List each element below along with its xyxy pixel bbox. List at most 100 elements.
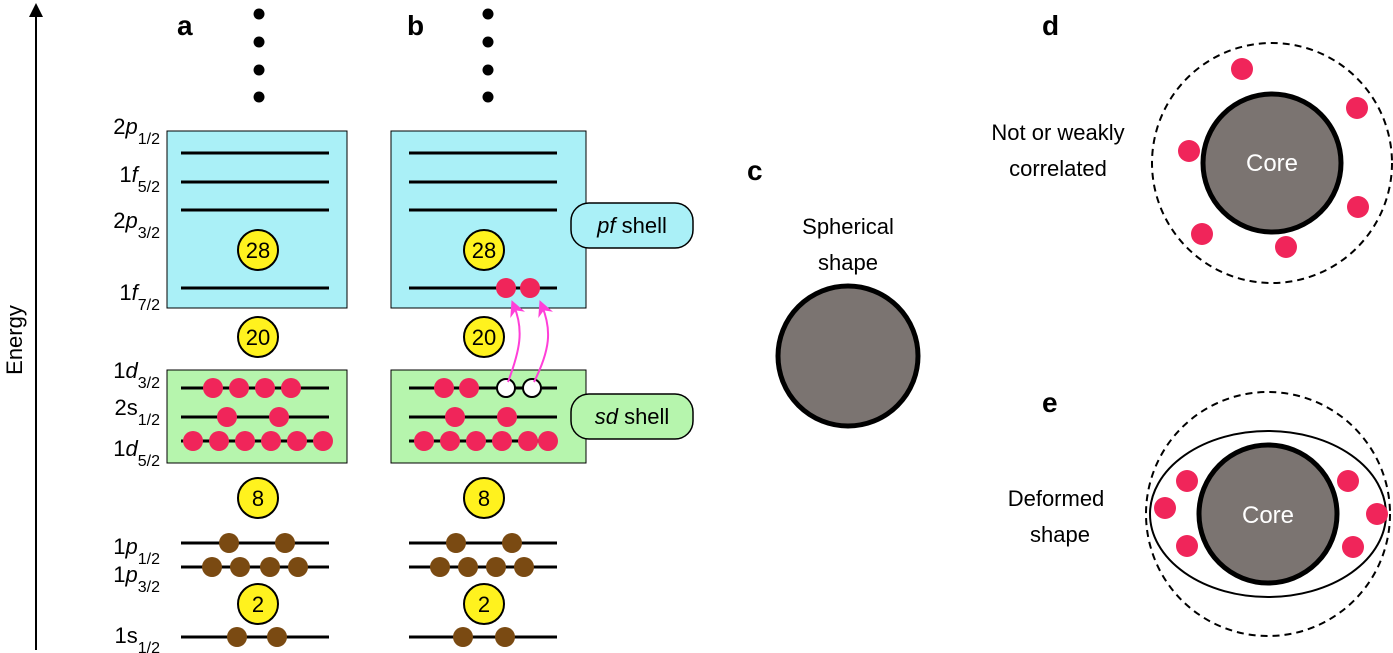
- core-nucleon: [514, 557, 534, 577]
- core-nucleon: [219, 533, 239, 553]
- core-nucleon: [430, 557, 450, 577]
- level-label-1p12: 1p1/2: [113, 534, 160, 568]
- excitation-arrow-1: [507, 300, 526, 383]
- continuation-dots-b: [482, 8, 494, 103]
- level-label-1f72: 1f7/2: [119, 280, 160, 314]
- valence-nucleon: [496, 278, 516, 298]
- valence-nucleon: [445, 407, 465, 427]
- core-nucleon: [495, 627, 515, 647]
- core-nucleon: [227, 627, 247, 647]
- svg-text:8: 8: [478, 486, 490, 511]
- panel-d-correlated: Not or weakly correlated Core: [991, 42, 1393, 284]
- sd-shell-tag-name: sd: [595, 404, 619, 429]
- level-label-1f52: 1f5/2: [119, 162, 160, 196]
- sd-shell-tag-word: shell: [624, 404, 669, 429]
- outer-dashed-circle-d: [1151, 42, 1393, 284]
- valence-nucleon: [538, 431, 558, 451]
- sd-shell-tag: sd shell: [570, 393, 694, 440]
- pf-shell-box-a: [166, 130, 348, 309]
- valence-nucleon: [183, 431, 203, 451]
- core-nucleon: [458, 557, 478, 577]
- valence-nucleon: [209, 431, 229, 451]
- pf-shell-tag-name: pf: [596, 213, 618, 238]
- core-nucleon: [275, 533, 295, 553]
- magic-number-2-a: 2: [237, 583, 279, 625]
- valence-nucleon: [229, 378, 249, 398]
- valence-nucleon: [520, 278, 540, 298]
- panel-d-letter: d: [1042, 10, 1059, 41]
- valence-nucleon: [255, 378, 275, 398]
- svg-text:28: 28: [246, 238, 270, 263]
- level-label-1p32: 1p3/2: [113, 562, 160, 596]
- valence-nucleons-d: [1178, 58, 1369, 258]
- level-label-1d32: 1d3/2: [113, 358, 160, 392]
- svg-text:20: 20: [472, 325, 496, 350]
- valence-nucleon: [459, 378, 479, 398]
- valence-nucleon: [497, 407, 517, 427]
- panel-e-letter: e: [1042, 387, 1058, 418]
- valence-nucleon: [261, 431, 281, 451]
- valence-nucleon: [518, 431, 538, 451]
- level-label-2p12: 2p1/2: [113, 114, 160, 148]
- energy-axis-label: Energy: [2, 305, 27, 375]
- core-nucleon: [260, 557, 280, 577]
- core-nucleon: [288, 557, 308, 577]
- core-label-d: Core: [1246, 150, 1298, 177]
- core-nucleon: [230, 557, 250, 577]
- svg-text:20: 20: [246, 325, 270, 350]
- panel-d-caption-2: correlated: [1009, 156, 1107, 181]
- excitation-arrows: [507, 300, 554, 383]
- panel-c-letter: c: [747, 155, 763, 186]
- excitation-arrow-2: [533, 300, 554, 383]
- svg-text:2: 2: [478, 592, 490, 617]
- panel-e-caption-2: shape: [1030, 522, 1090, 547]
- panel-a-letter: a: [177, 10, 193, 41]
- core-nucleon: [453, 627, 473, 647]
- panel-d-caption-1: Not or weakly: [991, 120, 1124, 145]
- pf-shell-tag-word: shell: [622, 213, 667, 238]
- valence-nucleons-e: [1154, 470, 1388, 558]
- valence-nucleon: [281, 378, 301, 398]
- magic-number-20-a: 20: [237, 316, 279, 358]
- panel-c-caption-1: Spherical: [802, 214, 894, 239]
- core-nucleon: [446, 533, 466, 553]
- core-d: [1200, 91, 1344, 235]
- level-label-1d52: 1d5/2: [113, 436, 160, 470]
- magic-number-20-b: 20: [463, 316, 505, 358]
- level-label-2s12: 2s1/2: [115, 395, 161, 429]
- valence-nucleon: [466, 431, 486, 451]
- outer-dashed-circle-e: [1145, 391, 1391, 637]
- valence-nucleon: [217, 407, 237, 427]
- spherical-core: [775, 283, 921, 429]
- core-nucleon: [502, 533, 522, 553]
- magic-number-8-a: 8: [237, 477, 279, 519]
- magic-number-2-b: 2: [463, 583, 505, 625]
- svg-text:28: 28: [472, 238, 496, 263]
- svg-text:2: 2: [252, 592, 264, 617]
- hole: [496, 378, 516, 398]
- valence-nucleon: [434, 378, 454, 398]
- panel-c-spherical: Spherical shape: [775, 214, 921, 429]
- valence-nucleon: [269, 407, 289, 427]
- level-label-2p32: 2p3/2: [113, 208, 160, 242]
- valence-nucleon: [287, 431, 307, 451]
- valence-nucleon: [414, 431, 434, 451]
- magic-number-8-b: 8: [463, 477, 505, 519]
- valence-nucleon: [492, 431, 512, 451]
- valence-nucleon: [440, 431, 460, 451]
- magic-number-28-a: 28: [237, 229, 279, 271]
- valence-nucleon: [235, 431, 255, 451]
- hole: [522, 378, 542, 398]
- core-nucleon: [486, 557, 506, 577]
- core-label-e: Core: [1242, 502, 1294, 529]
- core-e: [1196, 442, 1340, 586]
- pf-shell-tag: pf shell: [570, 202, 694, 249]
- svg-text:pf shell: pf shell: [596, 213, 667, 238]
- energy-axis: Energy: [2, 3, 43, 650]
- valence-nucleon: [313, 431, 333, 451]
- panel-e-deformed: Deformed shape Core: [1008, 391, 1391, 637]
- core-nucleon: [202, 557, 222, 577]
- panel-b-letter: b: [407, 10, 424, 41]
